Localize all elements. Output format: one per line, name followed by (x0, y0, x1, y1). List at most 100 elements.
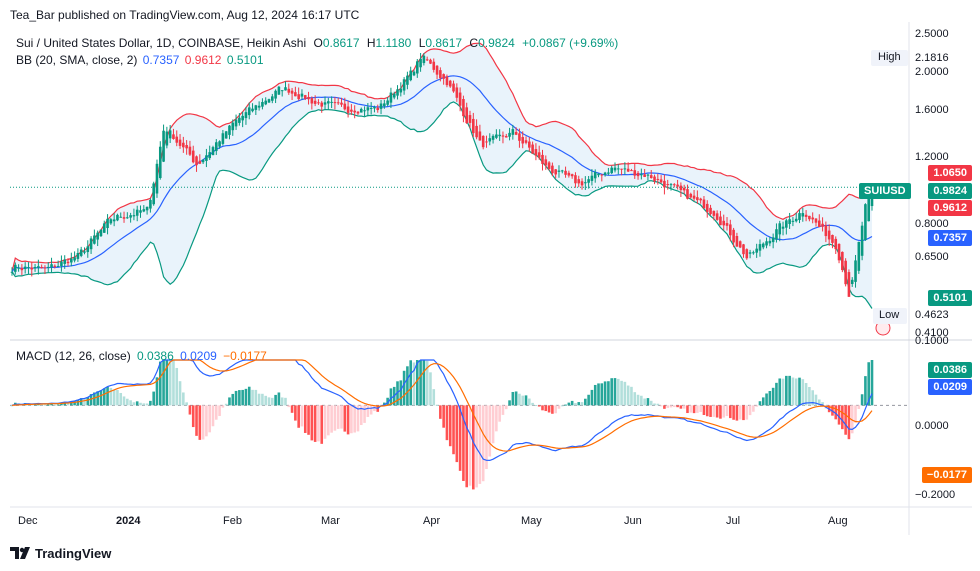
bb-legend: BB (20, SMA, close, 2) 0.7357 0.9612 0.5… (16, 53, 264, 67)
macd-hist-bar (481, 405, 485, 482)
candle-body (112, 219, 116, 222)
macd-hist-bar (653, 403, 656, 406)
macd-hist-bar (284, 397, 287, 406)
bb-label[interactable]: BB (20, SMA, close, 2) (16, 53, 138, 67)
candle-body (712, 210, 716, 216)
macd-hist-bar (277, 392, 281, 406)
time-label: May (521, 515, 542, 527)
macd-hist-bar (719, 405, 722, 419)
macd-hist-bar (616, 378, 620, 406)
candle-body (145, 206, 149, 211)
candle-body (126, 217, 129, 219)
candle-body (284, 87, 287, 91)
macd-hist-bar (811, 390, 814, 406)
macd-hist-bar (40, 404, 43, 406)
macd-hist-bar (185, 402, 188, 406)
macd-hist-bar (119, 392, 123, 406)
candle-body (287, 88, 291, 93)
candle-body (564, 170, 567, 175)
macd-hist-bar (676, 405, 679, 408)
candle-body (761, 243, 765, 248)
macd-hist-bar (528, 398, 531, 406)
candle-body (340, 102, 343, 105)
macd-hist-bar (854, 405, 857, 423)
macd-hist-bar (593, 384, 597, 406)
candle-body (96, 232, 99, 240)
macd-hist-bar (640, 395, 643, 406)
candle-body (373, 107, 376, 109)
ohlc-change: +0.0867 (+9.69%) (522, 36, 619, 50)
candle-body (554, 169, 557, 175)
candle-body (303, 95, 307, 99)
symbol-title[interactable]: Sui / United States Dollar, 1D, COINBASE… (16, 36, 307, 50)
macd-hist-bar (798, 377, 801, 406)
candle-body (495, 134, 498, 138)
candle-body (396, 89, 399, 96)
candle-body (584, 182, 587, 184)
candle-body (475, 125, 478, 138)
candle-body (93, 235, 96, 244)
macd-hist-bar (659, 405, 663, 407)
candle-body (182, 142, 185, 148)
macd-hist-bar (254, 389, 258, 406)
bb-lower-line (11, 101, 873, 309)
macd-line-value: 0.0209 (180, 349, 217, 363)
candle-body (422, 55, 426, 64)
macd-hist-bar (422, 360, 426, 406)
candle-body (185, 145, 188, 149)
candle-body (23, 266, 27, 270)
candle-body (560, 170, 564, 172)
macd-hist-bar (841, 405, 844, 430)
candle-body (178, 139, 182, 146)
candle-body (419, 58, 422, 68)
candle-body (682, 187, 686, 191)
low-value: 0.4623 (915, 309, 949, 321)
macd-hist-bar (402, 370, 406, 406)
macd-hist-bar (165, 360, 169, 406)
ohlc-open-label: O (313, 36, 323, 50)
candle-body (386, 100, 389, 105)
candle-body (844, 260, 847, 285)
macd-signal-line (11, 359, 873, 452)
tradingview-logo[interactable]: TradingView (10, 545, 111, 561)
macd-hist-bar (155, 377, 159, 406)
macd-tag-signal: −0.0177 (921, 467, 972, 483)
macd-hist-bar (778, 378, 782, 406)
macd-label[interactable]: MACD (12, 26, close) (16, 349, 131, 363)
candle-body (20, 267, 24, 271)
candle-body (653, 176, 656, 182)
candle-body (445, 76, 449, 86)
candle-body (709, 207, 712, 214)
macd-hist-bar (162, 360, 165, 406)
macd-hist-bar (452, 405, 455, 455)
candle-body (501, 135, 505, 137)
macd-hist-bar (580, 402, 584, 406)
candle-body (752, 252, 755, 254)
candle-body (109, 219, 113, 224)
macd-hist-bar (702, 405, 706, 415)
macd-hist-bar (524, 395, 528, 406)
macd-hist-bar (363, 405, 366, 423)
candle-body (310, 98, 314, 104)
candle-body (488, 138, 492, 142)
candle-body (623, 168, 627, 170)
candle-body (201, 159, 205, 163)
macd-tag-hist: 0.0386 (928, 362, 972, 378)
candle-body (350, 109, 353, 112)
candle-body (142, 209, 146, 212)
candle-body (271, 96, 274, 101)
candle-body (37, 266, 40, 268)
candle-body (841, 251, 844, 271)
macd-hist-bar (584, 398, 587, 406)
bb-upper-line (11, 42, 873, 272)
macd-tick: −0.2000 (915, 489, 956, 501)
macd-hist-bar (468, 405, 472, 486)
macd-hist-bar (445, 405, 449, 441)
symbol-legend: Sui / United States Dollar, 1D, COINBASE… (16, 36, 618, 50)
macd-hist-bar (663, 405, 666, 409)
candle-body (735, 235, 739, 247)
candle-body (758, 244, 762, 251)
macd-tick: 0.0000 (915, 420, 949, 432)
candle-body (442, 74, 445, 79)
macd-hist-bar (211, 405, 215, 427)
